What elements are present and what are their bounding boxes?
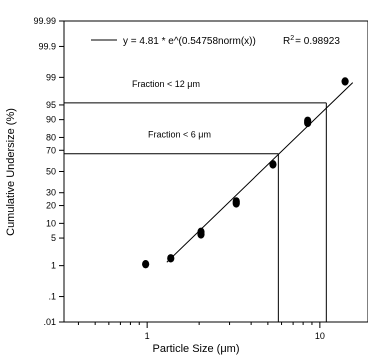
- y-tick-label: 99.9: [38, 41, 56, 51]
- y-tick-label: 95: [46, 100, 56, 110]
- annotation-label: Fraction < 12 μm: [132, 79, 200, 89]
- y-tick-label: 1: [51, 261, 56, 271]
- data-point: [269, 160, 277, 169]
- data-point: [142, 259, 150, 269]
- r-squared-label: R2= 0.98923: [283, 35, 340, 47]
- fit-line: [166, 82, 354, 263]
- y-tick-label: 10: [46, 218, 56, 228]
- y-tick-label: .01: [43, 317, 56, 327]
- y-tick-label: 99.99: [33, 16, 56, 26]
- x-tick-label: 1: [145, 331, 150, 341]
- x-tick-label: 10: [315, 331, 325, 341]
- x-ticks: 1 10: [77, 322, 325, 341]
- y-ticks: .01 .1 1 5 10 20 30 50 70 80 90 95 99 99.9 99.99: [33, 16, 64, 327]
- data-point: [341, 77, 349, 86]
- equation-text: y = 4.81 * e^(0.54758norm(x)): [123, 36, 256, 47]
- y-tick-label: 99: [46, 72, 56, 82]
- y-tick-label: 30: [46, 188, 56, 198]
- y-tick-label: 80: [46, 132, 56, 142]
- y-tick-label: 70: [46, 145, 56, 155]
- y-tick-label: 90: [46, 115, 56, 125]
- y-tick-label: 5: [51, 233, 56, 243]
- annotations: Fraction < 12 μm Fraction < 6 μm: [64, 79, 327, 322]
- data-point: [197, 227, 205, 237]
- data-point: [304, 116, 312, 125]
- y-tick-label: 20: [46, 201, 56, 211]
- data-point: [232, 197, 240, 206]
- y-axis-title: Cumulative Undersize (%): [5, 108, 17, 236]
- y-tick-label: 50: [46, 167, 56, 177]
- y-tick-label: .1: [48, 292, 56, 302]
- data-marks: [142, 77, 354, 269]
- annotation-label: Fraction < 6 μm: [148, 130, 211, 140]
- x-axis-title: Particle Size (μm): [152, 343, 239, 355]
